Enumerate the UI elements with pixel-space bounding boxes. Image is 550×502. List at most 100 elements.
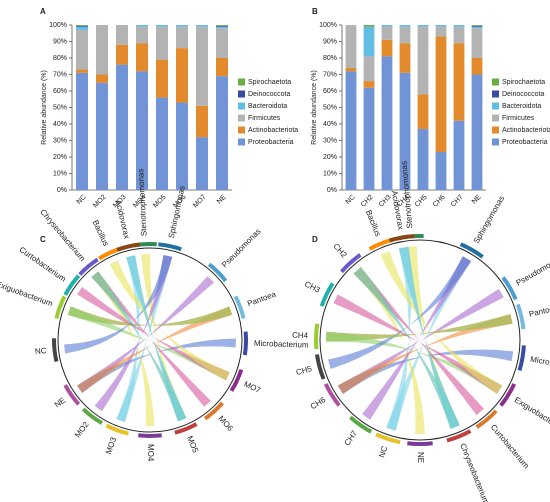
bar-segment: [381, 56, 393, 190]
bar-segment: [453, 25, 465, 27]
bar-segment: [381, 39, 393, 57]
node-label: Pantoea: [528, 303, 550, 319]
bar-segment: [435, 25, 447, 27]
node-label: CH5: [295, 364, 313, 377]
ring-segment: [229, 369, 244, 392]
panel-label: D: [312, 235, 318, 244]
node-label: Pantoea: [246, 289, 278, 308]
x-tick-label: MO5: [152, 194, 168, 210]
bar-segment: [96, 82, 108, 190]
x-tick-label: NC: [345, 194, 357, 206]
ring-segment: [315, 354, 326, 380]
bar-segment: [116, 64, 128, 190]
bar-segment: [363, 56, 375, 82]
y-axis-label: Relative abundance (%): [311, 70, 318, 145]
bar-segment: [76, 26, 88, 30]
bar-segment: [176, 26, 188, 49]
bar-segment: [453, 26, 465, 44]
ribbon: [109, 260, 230, 381]
bar-segment: [216, 25, 228, 27]
bar-segment: [399, 25, 411, 27]
legend-label: Proteobacteria: [502, 139, 548, 146]
node-label: MO5: [185, 435, 200, 455]
bar-segment: [345, 67, 357, 72]
ribbon: [77, 306, 233, 393]
ribbon: [116, 255, 140, 423]
legend-swatch: [238, 90, 245, 98]
bar-segment: [417, 25, 429, 27]
bar-segment: [76, 25, 88, 27]
y-tick-label: 30%: [323, 137, 337, 144]
x-tick-label: CH2: [360, 194, 375, 209]
ring-segment: [517, 345, 526, 371]
y-tick-label: 90%: [323, 38, 337, 45]
y-tick-label: 20%: [53, 154, 67, 161]
y-tick-label: 60%: [53, 88, 67, 95]
bar-segment: [96, 74, 108, 83]
y-tick-label: 30%: [53, 137, 67, 144]
bar-segment: [471, 58, 483, 75]
bar-segment: [435, 26, 447, 37]
bar-segment: [216, 76, 228, 190]
bar-segment: [417, 94, 429, 129]
bar-segment: [196, 25, 208, 27]
node-label: NE: [416, 452, 425, 463]
y-tick-label: 10%: [53, 170, 67, 177]
x-tick-label: NC: [76, 194, 88, 206]
node-label: MO4: [146, 444, 155, 462]
ring-segment: [207, 262, 228, 283]
ring-segment: [446, 429, 472, 443]
x-tick-label: CH6: [432, 194, 447, 209]
legend-label: Proteobacteria: [248, 139, 294, 146]
bar-segment: [116, 25, 128, 45]
ring-segment: [78, 257, 99, 276]
ribbon: [386, 256, 472, 431]
bar-segment: [381, 26, 393, 40]
ring-segment: [105, 423, 129, 436]
ring-segment: [349, 415, 373, 434]
legend-swatch: [492, 102, 499, 110]
bar-segment: [471, 74, 483, 190]
node-label: CH6: [309, 395, 328, 411]
bar-segment: [453, 120, 465, 190]
node-label: Bacillus: [364, 209, 383, 238]
ring-segment: [116, 242, 141, 252]
bar-segment: [176, 102, 188, 190]
ribbon: [77, 276, 214, 393]
bar-segment: [399, 43, 411, 73]
bar-segment: [136, 26, 148, 44]
bar-segment: [76, 69, 88, 73]
legend-label: Bacteroidota: [248, 103, 287, 110]
bar-segment: [156, 59, 168, 98]
ribbon: [326, 314, 513, 342]
bar-segment: [471, 28, 483, 58]
legend-label: Firmicutes: [248, 115, 281, 122]
bar-segment: [76, 25, 88, 26]
node-label: NC: [377, 445, 389, 459]
x-tick-label: CH7: [450, 194, 465, 209]
ribbon: [77, 338, 236, 393]
bar-segment: [136, 25, 148, 27]
ribbon: [353, 266, 425, 434]
bar-segment: [381, 25, 393, 27]
ring-segment: [52, 338, 59, 363]
bar-segment: [156, 25, 168, 27]
node-label: MO2: [73, 420, 91, 440]
bar-segment: [435, 152, 447, 190]
bar-segment: [345, 25, 357, 68]
bar-segment: [196, 137, 208, 190]
bar-segment: [176, 25, 188, 27]
bar-segment: [216, 28, 228, 58]
bar-segment: [363, 81, 375, 88]
legend-label: Actinobacteriota: [502, 127, 550, 134]
node-label: Exiguobacterium: [0, 279, 54, 308]
ribbon: [126, 255, 187, 422]
node-label: Sphingomonas: [167, 185, 187, 239]
y-tick-label: 80%: [323, 55, 337, 62]
ring-segment: [138, 433, 162, 438]
bar-segment: [96, 25, 108, 75]
ring-segment: [174, 422, 198, 435]
x-tick-label: MO2: [92, 194, 108, 210]
ribbon: [380, 251, 503, 394]
